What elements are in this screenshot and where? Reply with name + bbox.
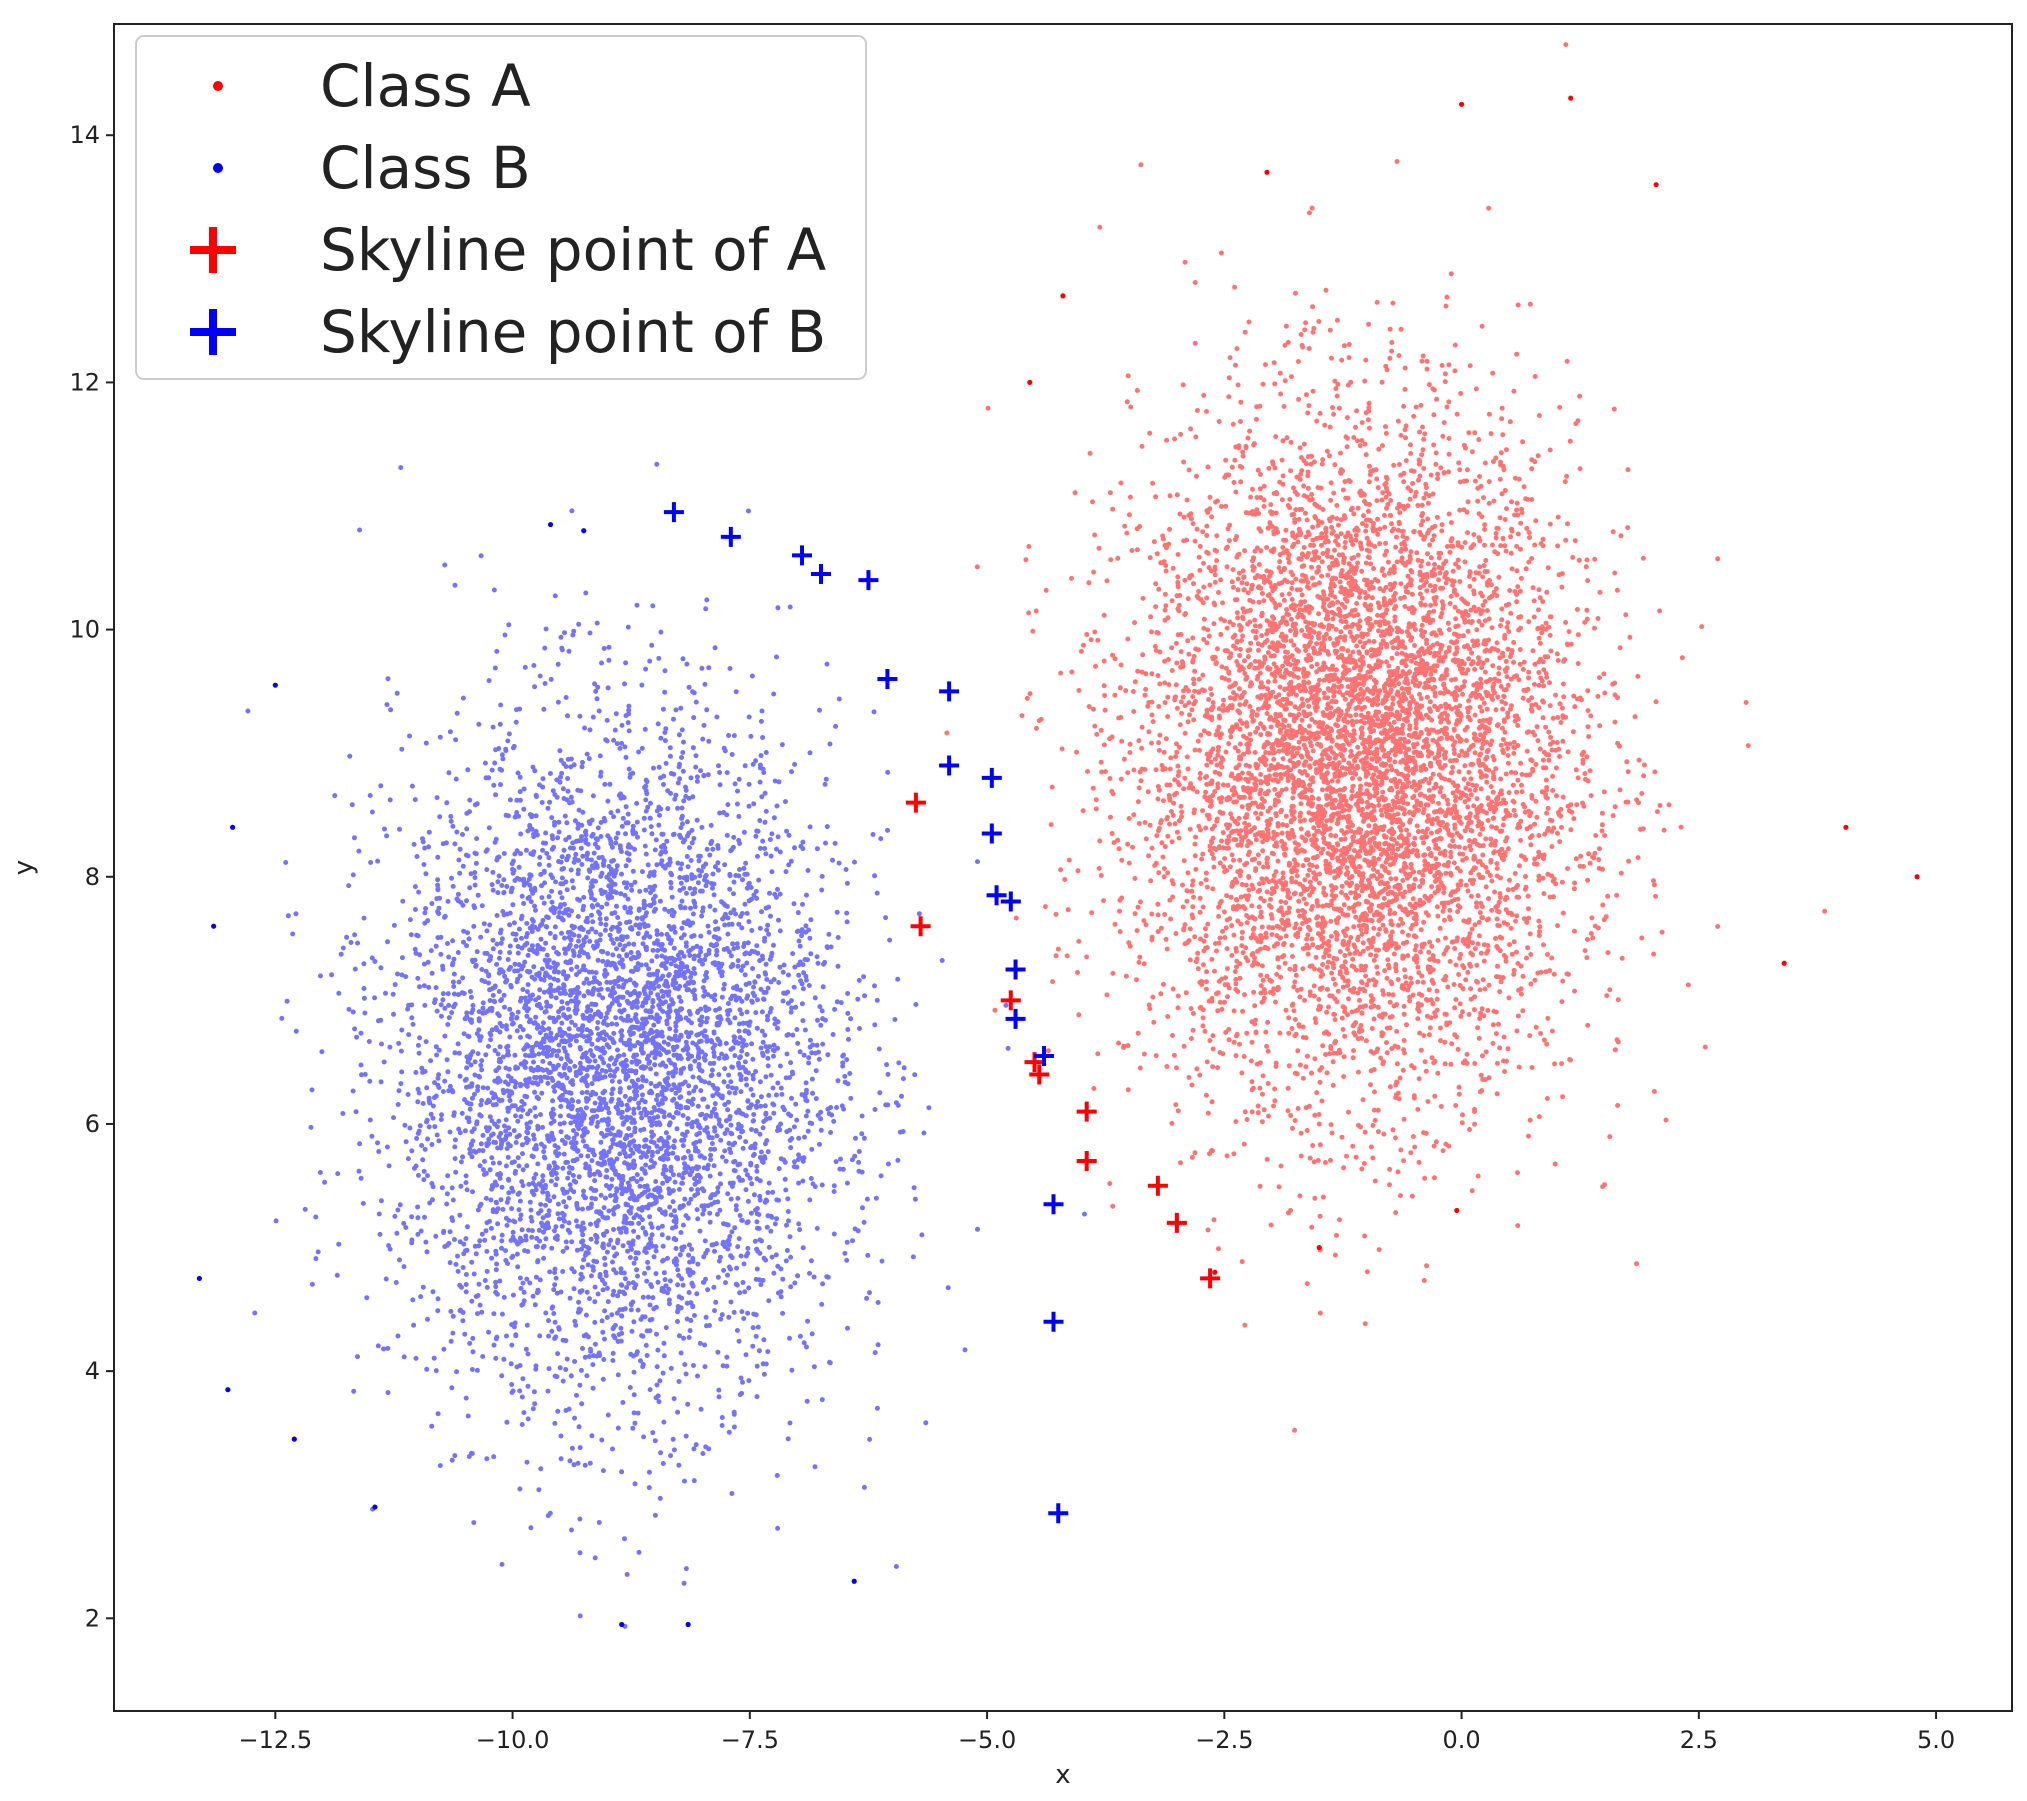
skyline-point	[877, 669, 898, 690]
scatter-point	[211, 923, 217, 929]
scatter-point	[196, 1275, 203, 1282]
skyline-point	[1000, 990, 1021, 1011]
x-tick-label: −2.5	[1195, 1726, 1253, 1754]
x-axis-label: x	[1055, 1760, 1070, 1790]
scatter-point	[272, 682, 278, 688]
scatter-point	[685, 1621, 691, 1628]
scatter-point	[1212, 1269, 1218, 1275]
scatter-point	[1914, 874, 1920, 880]
cluster-1	[245, 344, 1087, 1629]
y-tick-label: 4	[85, 1357, 100, 1385]
y-tick-label: 10	[69, 616, 100, 644]
skyline-point	[939, 681, 960, 702]
legend-marker-plus	[190, 227, 236, 273]
legend-label: Skyline point of A	[320, 216, 826, 284]
scatter-point	[372, 1504, 378, 1510]
legend-label: Skyline point of B	[320, 298, 826, 366]
legend-marker-plus	[190, 309, 236, 355]
skyline-point	[858, 570, 879, 591]
skyline-point	[1166, 1212, 1187, 1233]
y-tick-label: 8	[85, 863, 100, 891]
scatter-points	[196, 95, 1920, 1628]
skyline-point	[811, 563, 832, 584]
legend-entry: Skyline point of B	[190, 298, 826, 366]
skyline-point	[1034, 1045, 1055, 1066]
scatter-point	[225, 1387, 231, 1393]
cluster-points	[944, 42, 1828, 1433]
scatter-point	[1458, 101, 1465, 107]
legend-marker-dot	[213, 81, 223, 91]
scatter-clusters	[245, 42, 1828, 1629]
skyline-point	[939, 755, 960, 776]
x-tick-label: −10.0	[476, 1726, 550, 1754]
legend: Class A Class B Skyline point of A Skyline …	[135, 35, 867, 380]
y-tick-label: 2	[85, 1604, 100, 1632]
skyline-point	[910, 916, 931, 937]
skyline-point	[1005, 1008, 1026, 1029]
x-axis: −12.5 −10.0 −7.5 −5.0 −2.5 0.0 2.5 5.0	[239, 1711, 1955, 1754]
legend-entry: Class B	[213, 134, 531, 202]
skyline-point	[1005, 959, 1026, 980]
legend-label: Class B	[320, 134, 531, 202]
y-tick-label: 6	[85, 1110, 100, 1138]
scatter-point	[1454, 1207, 1460, 1214]
skyline-point	[1048, 1503, 1069, 1524]
skyline-point	[720, 526, 741, 547]
scatter-point	[1843, 824, 1849, 830]
x-tick-label: 5.0	[1917, 1726, 1955, 1754]
skyline-point	[1029, 1064, 1050, 1085]
y-tick-label: 12	[69, 368, 100, 396]
scatter-point	[547, 521, 554, 528]
skyline-point	[986, 885, 1007, 906]
y-tick-label: 14	[69, 121, 100, 149]
y-axis: 2 4 6 8 10 12 14	[69, 121, 114, 1632]
scatter-point	[851, 1578, 857, 1584]
skyline-point	[1000, 891, 1021, 912]
x-tick-label: 0.0	[1442, 1726, 1480, 1754]
scatter-point	[1264, 169, 1270, 175]
scatter-point	[1027, 379, 1033, 386]
skyline-point	[1076, 1101, 1097, 1122]
skyline-point	[792, 545, 813, 566]
skyline-point	[1147, 1175, 1168, 1196]
legend-marker-dot	[213, 163, 223, 173]
scatter-point	[1653, 182, 1659, 188]
skyline-point	[981, 767, 1002, 788]
skyline-point	[905, 792, 926, 813]
x-tick-label: 2.5	[1680, 1726, 1718, 1754]
x-tick-label: −7.5	[721, 1726, 779, 1754]
scatter-point	[1568, 95, 1574, 101]
legend-label: Class A	[320, 52, 531, 120]
cluster-points	[245, 344, 1087, 1629]
skyline-point	[663, 502, 684, 523]
skyline-point	[1043, 1194, 1064, 1215]
x-tick-label: −12.5	[239, 1726, 313, 1754]
scatter-point	[230, 824, 236, 830]
cluster-0	[944, 42, 1828, 1433]
skyline-point	[1043, 1311, 1064, 1332]
scatter-point	[619, 1621, 625, 1628]
scatter-point	[1060, 293, 1066, 299]
skyline-point	[1200, 1268, 1221, 1289]
skyline-point	[1076, 1151, 1097, 1172]
scatter-point	[581, 528, 587, 534]
plot-area	[113, 23, 2013, 1712]
legend-entry: Skyline point of A	[190, 216, 826, 284]
scatter-point	[291, 1436, 297, 1442]
skyline-point	[981, 823, 1002, 844]
scatter-point	[1781, 960, 1787, 966]
y-axis-label: y	[9, 860, 39, 875]
x-tick-label: −5.0	[958, 1726, 1016, 1754]
skyline-points	[663, 502, 1221, 1524]
legend-box	[135, 35, 867, 380]
scatter-point	[1316, 1244, 1322, 1251]
legend-entry: Class A	[213, 52, 531, 120]
